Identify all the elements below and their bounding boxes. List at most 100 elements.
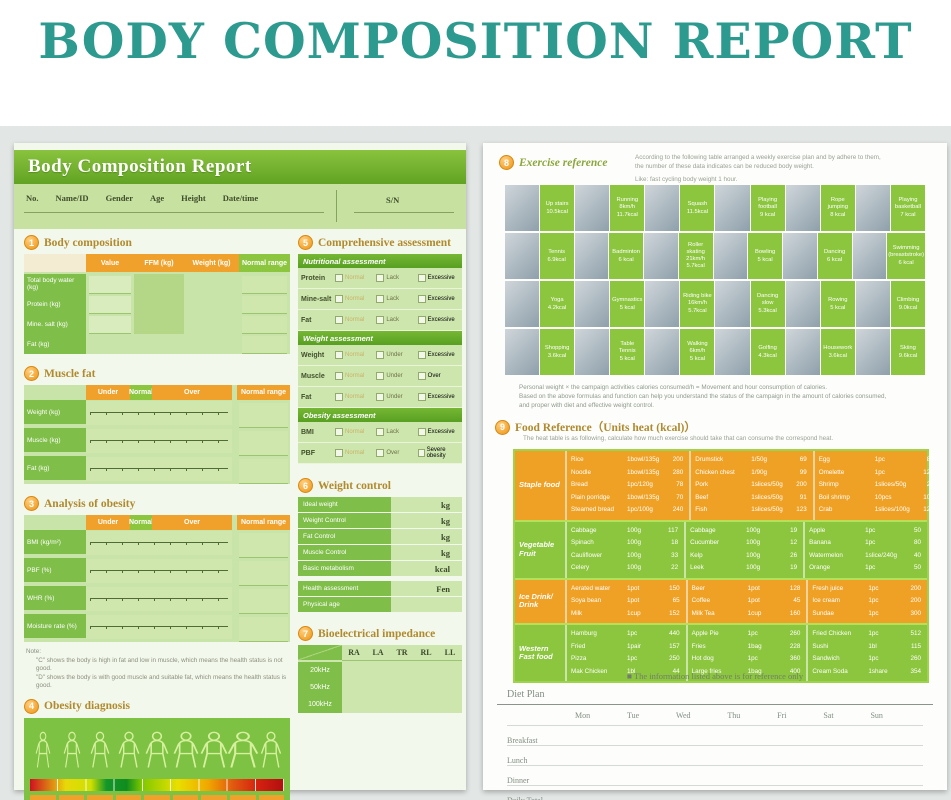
assessment-row: Mine-salt Normal Lack Excessive — [298, 289, 462, 310]
checkbox — [417, 449, 425, 457]
food-reference-table: Staple food Rice 1bowl/135g 200 Noodle 1bowl… — [513, 449, 934, 683]
food-kcal: 26 — [790, 551, 798, 559]
row-label: PBF (%) — [24, 558, 86, 582]
range-blank-cell — [239, 431, 288, 456]
food-kcal: 360 — [789, 655, 801, 662]
food-qty: 1pot — [747, 597, 760, 604]
option-label: Normal — [345, 352, 365, 358]
muscle-fat-table: Under Normal Over Normal range Weight (k… — [24, 385, 290, 484]
food-name: Milk — [571, 609, 583, 617]
food-qty: 100g — [627, 551, 642, 559]
food-name: Watermelon — [809, 551, 843, 559]
exercise-label: Roller skating 21km/h 5.7kcal — [678, 233, 713, 279]
food-item: Plain porridge 1bowl/135g 70 — [569, 492, 687, 505]
option-label: Excessive — [427, 296, 455, 302]
assessment-option: Lack — [376, 428, 417, 436]
assessment-row: BMI Normal Lack Excessive — [298, 422, 462, 443]
option-label: Normal — [345, 450, 365, 456]
food-qty: 1pc — [747, 630, 758, 637]
option-label: Under — [386, 394, 403, 400]
food-name: Steamed bread — [571, 506, 615, 513]
food-name: Beef — [695, 493, 709, 501]
weight-control-label: Muscle Control — [298, 545, 391, 560]
impedance-blank-area — [342, 662, 462, 713]
description-line: According to the following table arrange… — [635, 154, 881, 161]
row-label: BMI (kg/m²) — [24, 530, 86, 554]
option-label: Normal — [345, 394, 365, 400]
food-qty: 100g — [746, 539, 761, 546]
option-label: Excessive — [427, 352, 455, 358]
food-qty: 10pcs — [874, 493, 892, 501]
food-kcal: 260 — [910, 655, 922, 662]
food-kcal: 300 — [910, 609, 922, 617]
food-qty: 1pc — [865, 539, 876, 546]
food-item: Large fries 1bag 400 — [690, 666, 805, 679]
food-name: Pizza — [571, 655, 587, 662]
food-kcal: 120 — [923, 506, 934, 513]
food-item: Egg 1pc 80 — [817, 454, 938, 467]
food-kcal: 18 — [671, 539, 679, 546]
exercise-name: Playing basketball — [894, 197, 921, 211]
food-item: Sundae 1pc 300 — [810, 608, 925, 621]
serial-number-label: S/N — [386, 195, 400, 205]
assessment-row: Protein Normal Lack Excessive — [298, 268, 462, 289]
food-item: Fries 1bag 228 — [690, 641, 805, 654]
food-qty: 1pc — [868, 630, 879, 637]
food-qty: 1slices/100g — [874, 506, 910, 513]
food-item: Cream Soda 1share 354 — [810, 666, 925, 679]
food-qty: 1cup — [747, 609, 762, 617]
exercise-name: Gymnastics — [612, 296, 643, 303]
food-column: Rice 1bowl/135g 200 Noodle 1bowl/135g 280 Brea… — [565, 451, 689, 520]
exercise-kcal: 11.7kcal — [616, 211, 638, 218]
food-name: Sandwich — [812, 655, 840, 662]
food-item: Apple 1pc 50 — [807, 525, 925, 538]
exercise-name: Dancing — [823, 248, 846, 255]
food-item: Banana 1pc 80 — [807, 537, 925, 550]
exercise-photo — [645, 185, 680, 231]
food-qty: 1pc — [868, 655, 879, 662]
food-item: Chicken chest 1/90g 99 — [693, 467, 811, 480]
section-title: Muscle fat — [44, 367, 96, 380]
assessment-row: PBF Normal Over Severe obesity — [298, 443, 462, 464]
info-field-label: Height — [181, 193, 206, 203]
food-item: Shrimp 1slices/50g 26 — [817, 479, 938, 492]
food-kcal: 33 — [671, 551, 679, 559]
option-label: Lack — [386, 317, 400, 323]
food-qty: 1bag — [747, 642, 762, 650]
assessment-option: Lack — [376, 274, 417, 282]
food-group-label: Vegetable Fruit — [519, 540, 555, 558]
row-label: Moisture rate (%) — [24, 614, 86, 638]
weight-control-value-cell: kcal — [391, 561, 462, 576]
food-qty: 1pc — [627, 630, 638, 637]
food-item: Cucumber 100g 12 — [688, 537, 801, 550]
food-qty: 1pc — [868, 584, 879, 592]
food-item: Leek 100g 19 — [688, 562, 801, 575]
column-header: Normal range — [239, 254, 290, 272]
food-name: Kelp — [690, 551, 703, 559]
scale-bar — [86, 429, 232, 453]
exercise-photo — [713, 233, 748, 279]
food-group-label: Ice Drink/ Drink — [519, 591, 553, 610]
assessment-option: Normal — [335, 274, 376, 282]
row-label: Weight (kg) — [24, 400, 86, 424]
section-number-badge: 5 — [298, 235, 313, 250]
column-header: Normal — [129, 385, 153, 400]
subsection-heading: Nutritional assessment — [298, 254, 462, 268]
impedance-column-header: LL — [438, 645, 462, 661]
diet-plan-title: Diet Plan — [507, 689, 545, 700]
exercise-photo — [855, 281, 890, 327]
description-line: Like: fast cycling body weight 1 hour. — [635, 176, 738, 183]
impedance-column-header: RA — [342, 645, 366, 661]
exercise-kcal: 6 kcal — [827, 256, 843, 263]
impedance-row-label: 20kHz — [298, 662, 342, 679]
option-label: Under — [386, 373, 403, 379]
food-item: Steamed bread 1pc/100g 240 — [569, 504, 687, 517]
food-name: Fresh juice — [812, 584, 844, 592]
body-composition-table: Value FFM (kg) Weight (kg) Normal range … — [24, 254, 290, 354]
food-item: Pizza 1pc 250 — [569, 653, 684, 666]
analysis-note: Note: "C" shows the body is high in fat … — [26, 648, 290, 691]
diet-plan-row: Daily Total — [507, 786, 923, 800]
exercise-kcal: 5 kcal — [830, 304, 846, 311]
food-item: Omelette 1pc 120 — [817, 467, 938, 480]
section-number-badge: 9 — [495, 419, 510, 435]
